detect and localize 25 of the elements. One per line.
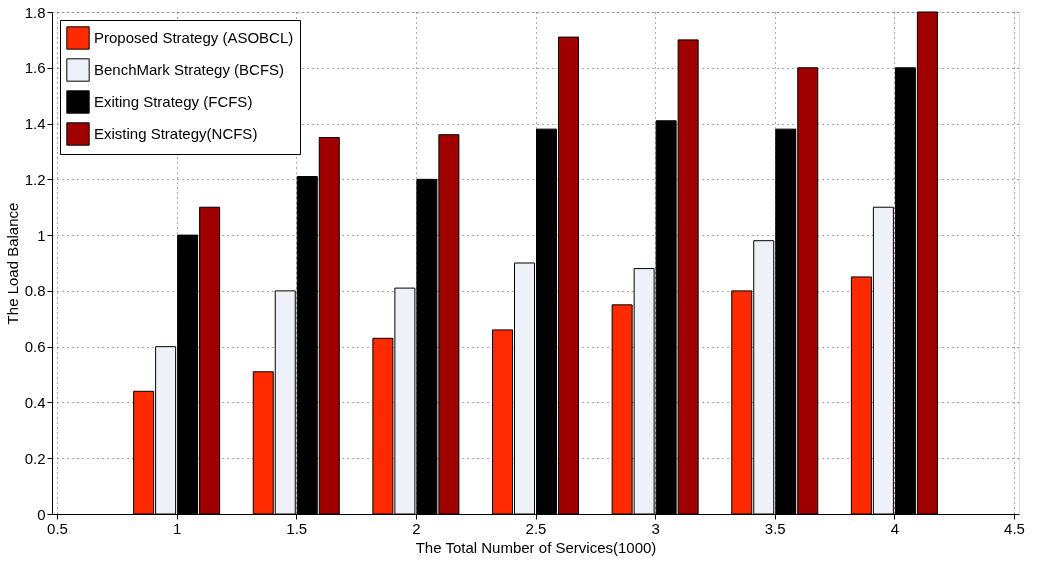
legend-label: BenchMark Strategy (BCFS) [94, 61, 285, 78]
y-tick-label: 0 [37, 505, 46, 523]
y-tick-label: 0.8 [24, 282, 46, 300]
y-tick-label: 1.2 [24, 170, 46, 188]
x-tick-label: 1 [172, 519, 182, 537]
x-tick-label: 3.5 [764, 519, 786, 537]
y-axis-title: The Load Balance [3, 202, 21, 325]
legend-label: Exiting Strategy (FCFS) [94, 93, 253, 110]
y-tick-label: 1.6 [24, 59, 46, 77]
x-tick-label: 1.5 [286, 519, 308, 537]
x-tick-label: 2.5 [525, 519, 547, 537]
x-tick-label: 4.5 [1004, 519, 1025, 537]
x-tick-label: 4 [890, 519, 900, 537]
x-tick-label: 0.5 [47, 519, 68, 537]
legend-label: Proposed Strategy (ASOBCL) [94, 29, 294, 46]
x-tick-label: 3 [651, 519, 660, 537]
y-tick-label: 0.6 [24, 338, 46, 356]
x-tick-label: 2 [412, 519, 421, 537]
y-tick-label: 0.4 [24, 393, 46, 411]
y-tick-label: 1 [37, 226, 46, 244]
legend-label: Existing Strategy(NCFS) [94, 125, 258, 142]
y-tick-label: 1.4 [24, 115, 46, 133]
x-axis-title: The Total Number of Services(1000) [415, 538, 657, 556]
y-tick-label: 1.8 [24, 3, 46, 21]
y-tick-label: 0.2 [24, 449, 46, 467]
